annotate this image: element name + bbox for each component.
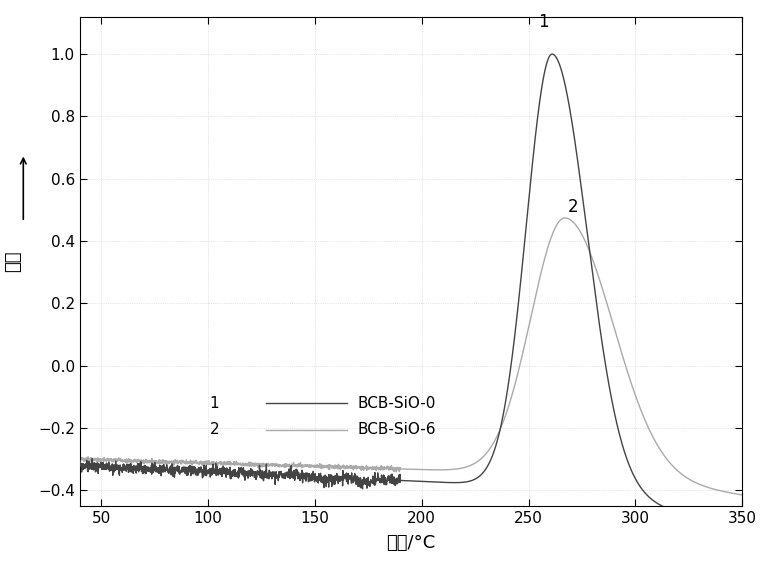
Text: 放热: 放热 [5,251,22,272]
Text: BCB-SiO-0: BCB-SiO-0 [358,396,436,411]
Text: BCB-SiO-6: BCB-SiO-6 [358,422,436,437]
Text: 1: 1 [538,13,549,31]
X-axis label: 温度/°C: 温度/°C [386,534,435,552]
Text: 2: 2 [210,422,219,437]
Text: 2: 2 [568,198,579,216]
Text: 1: 1 [210,396,219,411]
